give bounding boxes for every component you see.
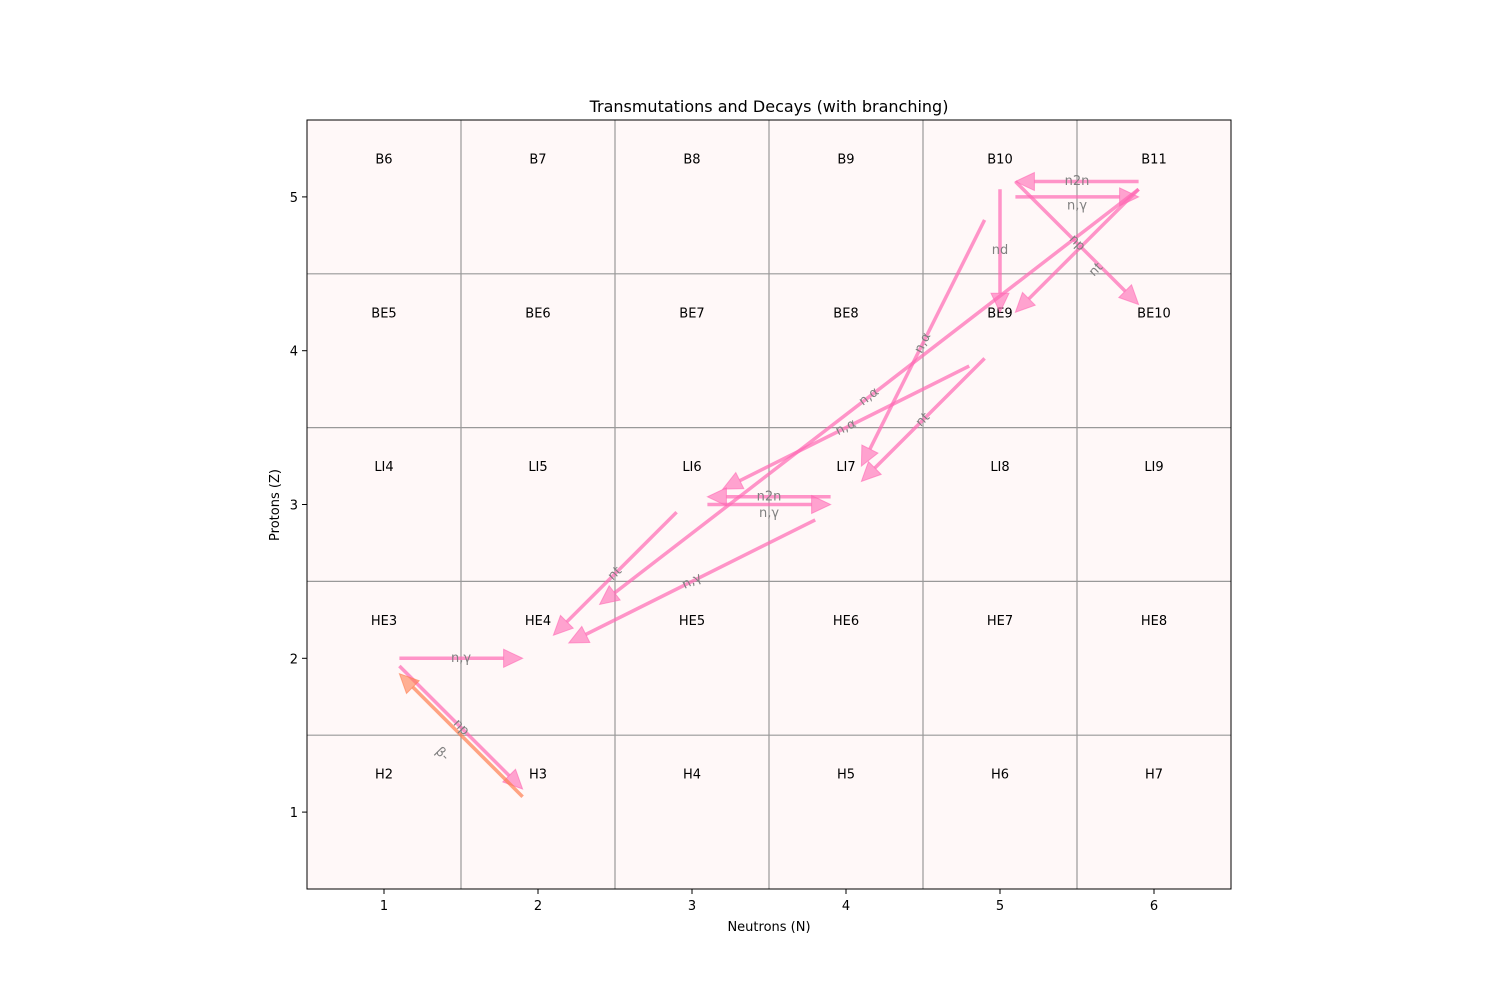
arrow-head [1117, 283, 1140, 306]
cell-label: H3 [529, 768, 547, 783]
cell-label: HE6 [833, 614, 859, 629]
cell-label: LI4 [374, 460, 393, 475]
x-tick-label: 3 [688, 899, 696, 914]
cell-label: B9 [837, 152, 854, 167]
arrow-decay [411, 685, 524, 798]
arrow-label: n2n [1065, 174, 1090, 189]
cell-label: HE7 [987, 614, 1013, 629]
plot-area: H2 H3 H4 H5 H6 H7 HE3 HE4 HE5 HE6 HE7 HE8 LI4 LI5 LI6 L… [290, 119, 1232, 914]
arrow-head [567, 625, 591, 644]
cell-label: HE8 [1141, 614, 1167, 629]
arrow-head [598, 584, 622, 606]
arrow-label: n,γ [451, 651, 471, 666]
arrow-head [1014, 291, 1037, 314]
arrow-head [503, 648, 524, 669]
cell-label: H5 [837, 768, 855, 783]
arrow-transmutation [868, 219, 987, 450]
arrow-head [398, 672, 421, 695]
x-tick-label: 6 [1150, 899, 1158, 914]
cell-label: B10 [987, 152, 1012, 167]
y-tick-label: 3 [290, 499, 298, 514]
arrow-head [706, 487, 727, 507]
arrow-head [552, 614, 575, 637]
cell-label: HE4 [525, 614, 551, 629]
cell-label: H6 [991, 768, 1009, 783]
arrow-transmutation [398, 664, 511, 777]
x-axis-label: Neutrons (N) [727, 920, 810, 935]
cell-label: LI8 [990, 460, 1009, 475]
x-tick-label: 2 [534, 899, 542, 914]
arrow-transmutation [739, 364, 970, 483]
cell-label: HE5 [679, 614, 705, 629]
arrow-head [721, 471, 745, 490]
cell-label: H7 [1145, 768, 1163, 783]
cell-label: LI6 [682, 460, 701, 475]
arrow-label: n,γ [759, 506, 779, 521]
y-axis-label: Protons (Z) [268, 469, 283, 541]
cell-label: LI9 [1144, 460, 1163, 475]
x-tick-label: 1 [380, 899, 388, 914]
cell-label: B11 [1141, 152, 1166, 167]
y-tick-label: 4 [290, 345, 298, 360]
arrow-transmutation [1027, 187, 1140, 301]
arrow-head [811, 494, 832, 515]
chart-title: Transmutations and Decays (with branchin… [589, 97, 949, 116]
arrow-label: nd [992, 243, 1009, 258]
y-tick-label: 5 [290, 191, 298, 206]
arrow-head [1014, 171, 1035, 192]
arrow-head [860, 460, 883, 483]
cell-label: LI5 [528, 460, 547, 475]
arrow-label: n,γ [1067, 198, 1087, 213]
cell-label: BE7 [679, 306, 704, 321]
cell-label: LI7 [836, 460, 855, 475]
arrow-transmutation [565, 510, 678, 624]
cell-label: H2 [375, 768, 393, 783]
cell-label: BE10 [1137, 306, 1171, 321]
arrow-head [860, 444, 879, 468]
cell-label: HE3 [371, 614, 397, 629]
arrow-head [990, 292, 1010, 314]
arrow-label: n2n [757, 489, 782, 504]
y-tick-label: 2 [290, 652, 298, 667]
cell-label: B8 [683, 152, 700, 167]
cell-label: BE8 [833, 306, 858, 321]
cell-label: B7 [529, 152, 546, 167]
x-tick-label: 5 [996, 899, 1004, 914]
cell-label: H4 [683, 768, 701, 783]
cell-label: BE6 [525, 306, 550, 321]
cell-label: BE5 [371, 306, 396, 321]
y-tick-label: 1 [290, 806, 298, 821]
arrow-transmutation [613, 187, 1140, 595]
arrow-transmutation [1014, 180, 1127, 293]
cell-label: BE9 [987, 306, 1012, 321]
cell-label: B6 [375, 152, 392, 167]
arrow-transmutation [585, 518, 816, 636]
x-tick-label: 4 [842, 899, 850, 914]
arrow-transmutation [873, 357, 986, 470]
